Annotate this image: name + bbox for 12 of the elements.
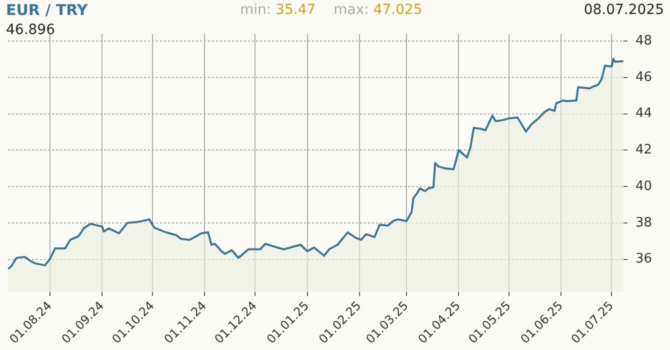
y-tick-label: 46: [635, 70, 652, 85]
y-tick-label: 40: [635, 178, 652, 194]
y-tick-label: 36: [635, 252, 652, 267]
y-tick-label: 38: [635, 215, 652, 230]
chart-title: EUR / TRY: [6, 1, 88, 19]
text: max: 47.025: [334, 2, 422, 18]
text: 08.07.2025: [584, 2, 664, 18]
y-tick-label: 44: [635, 106, 652, 122]
text: min: 35.47: [240, 2, 316, 18]
annotation: 46.896: [6, 22, 55, 38]
y-tick-label: 42: [635, 142, 652, 158]
y-tick-label: 48: [635, 33, 652, 48]
